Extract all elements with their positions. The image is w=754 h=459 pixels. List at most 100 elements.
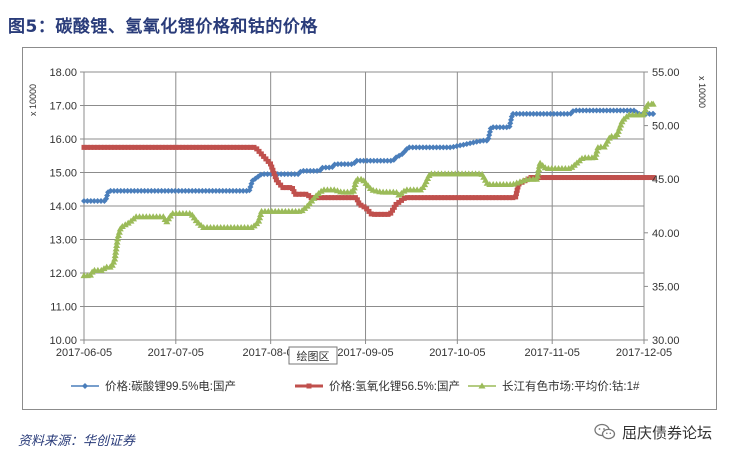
x-tick-label: 2017-08-05 bbox=[243, 347, 299, 359]
data-point bbox=[121, 221, 129, 228]
data-point bbox=[261, 171, 268, 178]
legend-label: 价格:碳酸锂99.5%电:国产 bbox=[105, 379, 236, 393]
data-point bbox=[325, 195, 331, 201]
data-point bbox=[303, 167, 310, 174]
data-point bbox=[610, 107, 617, 114]
data-point bbox=[94, 197, 101, 204]
data-point bbox=[523, 110, 530, 117]
data-point bbox=[108, 144, 114, 150]
data-point bbox=[165, 187, 172, 194]
data-point bbox=[251, 144, 257, 150]
data-point bbox=[318, 195, 324, 201]
data-point bbox=[270, 167, 276, 173]
data-point bbox=[346, 195, 352, 201]
data-point bbox=[223, 187, 230, 194]
data-point bbox=[267, 161, 273, 167]
data-point bbox=[161, 187, 168, 194]
data-point bbox=[306, 383, 312, 389]
data-point bbox=[506, 195, 512, 201]
data-point bbox=[199, 187, 206, 194]
data-point bbox=[527, 110, 534, 117]
data-point bbox=[107, 187, 114, 194]
data-point bbox=[176, 144, 182, 150]
axes bbox=[80, 71, 648, 344]
tooltip: 绘图区 bbox=[288, 346, 338, 365]
data-point bbox=[533, 172, 541, 179]
data-point bbox=[166, 144, 172, 150]
data-point bbox=[248, 144, 254, 150]
data-point bbox=[554, 110, 561, 117]
data-point bbox=[490, 124, 497, 131]
data-point bbox=[466, 195, 472, 201]
data-point bbox=[617, 107, 624, 114]
data-point bbox=[452, 195, 458, 201]
data-point bbox=[520, 110, 527, 117]
y-left-tick-label: 10.00 bbox=[49, 335, 77, 347]
data-point bbox=[513, 110, 520, 117]
data-point bbox=[440, 144, 447, 151]
data-point bbox=[247, 223, 255, 230]
data-point bbox=[219, 187, 226, 194]
y-right-tick-label: 50.00 bbox=[652, 121, 680, 133]
data-point bbox=[227, 144, 233, 150]
y-left-tick-label: 13.00 bbox=[49, 235, 77, 247]
series-3 bbox=[80, 100, 657, 279]
data-point bbox=[210, 144, 216, 150]
data-point bbox=[564, 110, 571, 117]
data-point bbox=[190, 144, 196, 150]
x-tick-label: 2017-07-05 bbox=[148, 347, 204, 359]
chart-svg: 10.00 11.00 12.00 13.00 14.00 15.00 16.00 17.00… bbox=[28, 67, 707, 393]
data-point bbox=[212, 187, 219, 194]
data-point bbox=[319, 164, 326, 171]
data-point bbox=[172, 187, 179, 194]
data-point bbox=[375, 211, 381, 217]
data-point bbox=[496, 195, 502, 201]
data-point bbox=[613, 107, 620, 114]
wechat-icon bbox=[594, 423, 616, 440]
data-point bbox=[341, 161, 348, 168]
data-point bbox=[254, 146, 260, 152]
data-point bbox=[479, 195, 485, 201]
data-point bbox=[349, 195, 355, 201]
data-point bbox=[217, 144, 223, 150]
data-point bbox=[583, 107, 590, 114]
data-point bbox=[151, 187, 158, 194]
data-point bbox=[257, 211, 265, 218]
data-point bbox=[366, 208, 372, 214]
data-point bbox=[281, 171, 288, 178]
legend: 价格:碳酸锂99.5%电:国产 价格:氢氧化锂56.5%:国产 长江有色市场:平均价… bbox=[71, 379, 640, 393]
y-left-tick-label: 18.00 bbox=[49, 67, 77, 79]
data-point bbox=[537, 110, 544, 117]
data-point bbox=[158, 187, 165, 194]
data-point bbox=[428, 195, 434, 201]
data-point bbox=[299, 191, 305, 197]
legend-item: 价格:碳酸锂99.5%电:国产 bbox=[71, 379, 236, 393]
data-point bbox=[148, 187, 155, 194]
data-point bbox=[493, 124, 500, 131]
data-point bbox=[396, 199, 402, 205]
data-point bbox=[256, 148, 262, 154]
x-tick-label: 2017-09-05 bbox=[337, 347, 393, 359]
data-point bbox=[265, 158, 271, 164]
data-point bbox=[646, 110, 653, 117]
data-point bbox=[630, 175, 636, 181]
data-point bbox=[620, 107, 627, 114]
data-point bbox=[496, 124, 503, 131]
data-point bbox=[593, 175, 599, 181]
data-point bbox=[500, 124, 507, 131]
data-point bbox=[364, 206, 370, 212]
data-point bbox=[202, 187, 209, 194]
data-point bbox=[641, 109, 649, 116]
data-point bbox=[173, 144, 179, 150]
data-point bbox=[382, 211, 388, 217]
data-point bbox=[442, 195, 448, 201]
data-point bbox=[542, 175, 548, 181]
data-point bbox=[110, 258, 118, 265]
data-point bbox=[139, 144, 145, 150]
data-point bbox=[476, 195, 482, 201]
data-point bbox=[367, 157, 374, 164]
data-point bbox=[293, 191, 299, 197]
data-point bbox=[125, 144, 131, 150]
data-point bbox=[445, 195, 451, 201]
data-point bbox=[351, 181, 359, 188]
